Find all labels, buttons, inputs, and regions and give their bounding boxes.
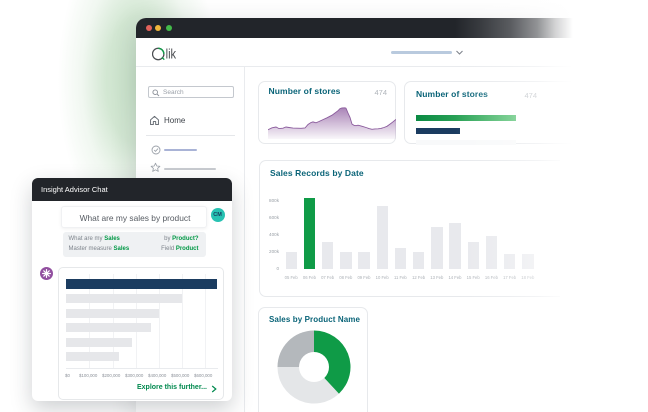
svg-text:lik: lik xyxy=(166,45,177,61)
